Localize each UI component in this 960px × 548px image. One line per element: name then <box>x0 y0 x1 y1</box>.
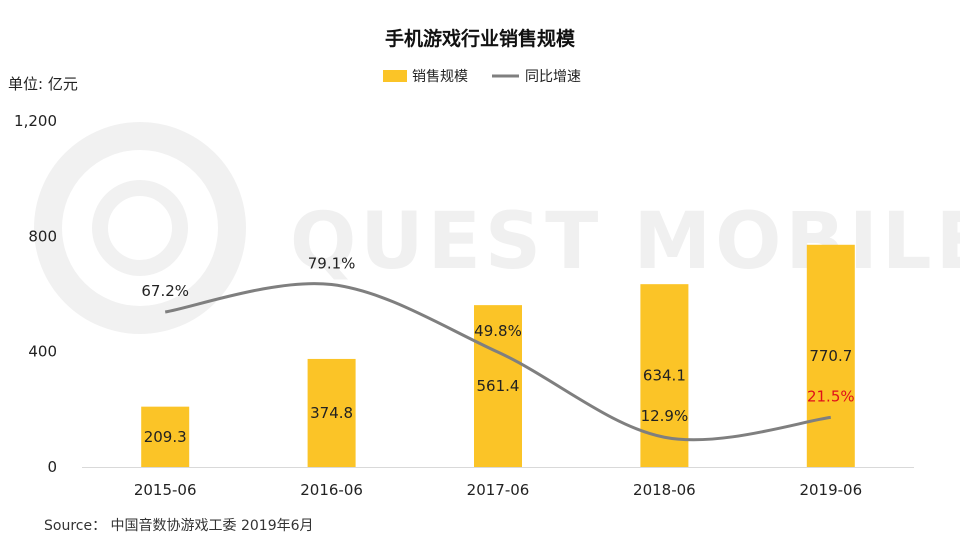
bar-value-label: 634.1 <box>643 367 686 385</box>
y-tick-label: 800 <box>28 227 57 245</box>
source-note: Source： 中国音数协游戏工委 2019年6月 <box>44 517 314 534</box>
y-tick-label: 400 <box>28 343 57 361</box>
line-value-label: 12.9% <box>641 407 689 425</box>
bar <box>141 406 190 467</box>
growth-line <box>164 282 831 442</box>
line-value-label: 49.8% <box>474 322 522 340</box>
legend: 销售规模 同比增速 <box>383 69 581 85</box>
bar-value-label: 561.4 <box>477 377 520 395</box>
bar-series: 209.3 374.8 561.4 634.1 770.7 <box>141 244 855 467</box>
legend-bar-label: 销售规模 <box>412 69 468 85</box>
bar <box>806 244 855 467</box>
line-value-label: 67.2% <box>141 282 189 300</box>
unit-label: 单位: 亿元 <box>8 75 78 93</box>
x-tick-label: 2018-06 <box>633 481 696 499</box>
watermark-text: QUEST MOBILE <box>290 197 960 287</box>
bar <box>307 358 356 467</box>
legend-bar-swatch <box>383 70 407 82</box>
y-tick-label: 0 <box>47 458 57 476</box>
x-tick-label: 2019-06 <box>799 481 862 499</box>
x-tick-label: 2015-06 <box>134 481 197 499</box>
bar-value-label: 770.7 <box>809 347 852 365</box>
line-value-label: 79.1% <box>308 255 356 273</box>
x-tick-label: 2016-06 <box>300 481 363 499</box>
line-value-label: 21.5% <box>807 387 855 405</box>
line-labels: 67.2% 79.1% 49.8% 12.9% 21.5% <box>141 255 854 426</box>
y-tick-label: 1,200 <box>14 112 57 130</box>
bar-value-label: 209.3 <box>144 428 187 446</box>
bar-value-label: 374.8 <box>310 404 353 422</box>
chart-title: 手机游戏行业销售规模 <box>385 27 576 50</box>
x-tick-label: 2017-06 <box>467 481 530 499</box>
bar <box>474 305 522 467</box>
x-axis: 2015-06 2016-06 2017-06 2018-06 2019-06 <box>134 481 862 499</box>
y-axis: 0 400 800 1,200 <box>14 112 57 476</box>
legend-line-label: 同比增速 <box>525 69 581 85</box>
